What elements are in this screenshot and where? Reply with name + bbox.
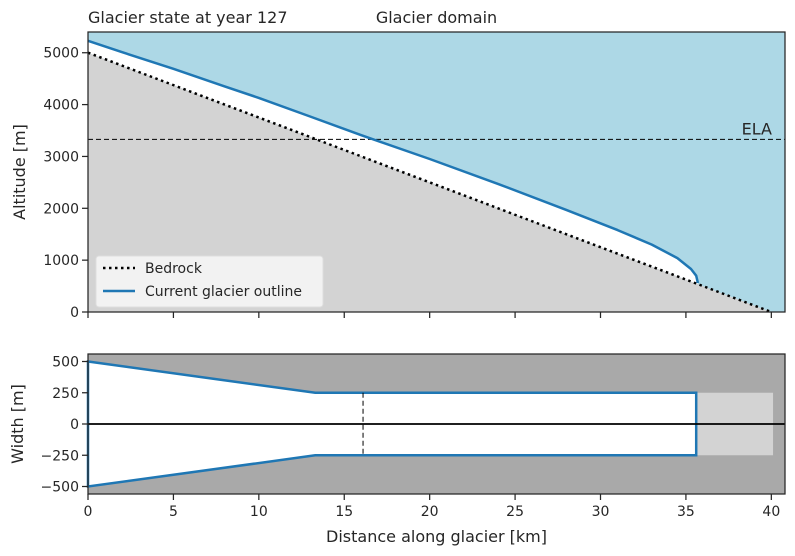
glacier-ice-fill: [88, 40, 698, 285]
top-y-tick-label: 4000: [43, 98, 79, 114]
chart-title-left: Glacier state at year 127: [88, 8, 288, 27]
series-glacier-outline-line: [87, 39, 700, 284]
legend-label-bedrock: Bedrock: [145, 261, 203, 277]
top-y-tick-label: 2000: [43, 201, 79, 217]
legend-box: [95, 255, 324, 308]
bottom-y-tick-label: −500: [41, 480, 79, 496]
top-y-tick-label: 5000: [43, 46, 79, 62]
bottom-x-tick-label: 25: [506, 504, 524, 520]
top-y-tick-label: 3000: [43, 149, 79, 165]
top-y-ticks: 0 1000 2000 3000 4000 5000: [43, 46, 88, 321]
bottom-x-tick-label: 20: [421, 504, 439, 520]
bedrock-fill: [88, 52, 785, 312]
ela-label: ELA: [742, 119, 772, 138]
legend-label-outline: Current glacier outline: [145, 284, 302, 300]
bottom-x-tick-label: 10: [250, 504, 268, 520]
bottom-x-ticks: 0 5 10 15 20 25 30 35 40: [84, 494, 780, 520]
bottom-x-tick-label: 15: [335, 504, 353, 520]
top-y-tick-label: 0: [70, 305, 79, 321]
top-axes-frame: [87, 31, 786, 313]
glacier-width-panel: 500 250 0 −250 −500 0 5 10 15 20 25 30 35 40 Distanc…: [8, 353, 786, 546]
bottom-y-tick-label: −250: [41, 448, 79, 464]
bottom-y-tick-label: 0: [70, 417, 79, 433]
top-y-tick-label: 1000: [43, 253, 79, 269]
top-x-ticks: [87, 312, 772, 318]
glacier-state-panel: ELA 0 1000 2000 3000 4000 5000 Glacier state …: [10, 8, 786, 321]
bottom-x-tick-label: 5: [169, 504, 178, 520]
top-y-axis-label: Altitude [m]: [10, 124, 29, 220]
bottom-y-tick-label: 250: [52, 386, 79, 402]
bottom-y-ticks: 500 250 0 −250 −500: [41, 355, 88, 496]
bottom-y-tick-label: 500: [52, 355, 79, 371]
bottom-x-tick-label: 35: [677, 504, 695, 520]
bottom-x-tick-label: 30: [592, 504, 610, 520]
legend: Bedrock Current glacier outline: [95, 255, 324, 308]
x-axis-label: Distance along glacier [km]: [326, 527, 547, 546]
bottom-x-tick-label: 40: [762, 504, 780, 520]
bottom-y-axis-label: Width [m]: [8, 384, 27, 464]
chart-title-center: Glacier domain: [376, 8, 497, 27]
bottom-x-tick-label: 0: [84, 504, 93, 520]
series-bedrock-line: [87, 51, 772, 314]
